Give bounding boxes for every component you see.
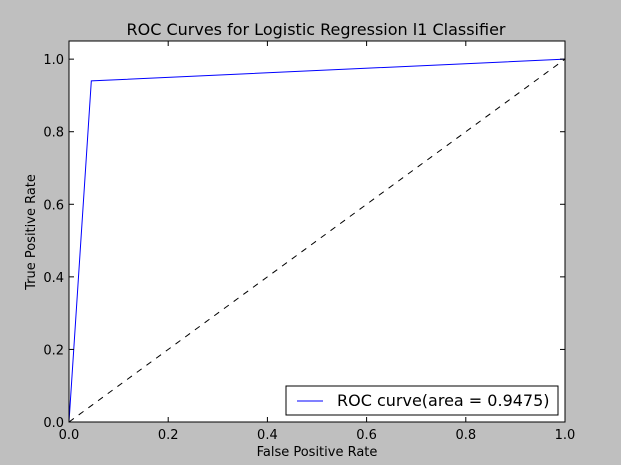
y-axis-title: True Positive Rate (24, 174, 39, 291)
roc-curve-line (68, 58, 566, 423)
y-tick-label: 0.6 (43, 198, 64, 213)
x-tick-label: 0.0 (59, 428, 80, 443)
x-tick-label: 1.0 (555, 428, 576, 443)
legend-box (285, 385, 559, 416)
y-tick-label: 0.2 (43, 343, 64, 358)
x-tick-label: 0.8 (455, 428, 476, 443)
chart-title: ROC Curves for Logistic Regression l1 Cl… (127, 20, 506, 39)
tick-layer: 0.0 0.2 0.4 0.6 0.8 1.0 0.0 0.2 0.4 0.6 0.8 1.0 (43, 41, 575, 443)
series-layer (68, 58, 566, 423)
x-tick-label: 0.6 (356, 428, 377, 443)
x-tick-label: 0.4 (257, 428, 278, 443)
y-tick-label: 0.0 (43, 416, 64, 431)
x-tick-label: 0.2 (158, 428, 179, 443)
plot-area (69, 41, 565, 422)
y-tick-label: 0.8 (43, 126, 64, 141)
plot-frame (68, 40, 566, 423)
y-tick-label: 0.4 (43, 271, 64, 286)
legend: ROC curve(area = 0.9475) (285, 385, 559, 416)
legend-label: ROC curve(area = 0.9475) (337, 391, 550, 410)
x-axis-title: False Positive Rate (257, 445, 378, 460)
y-tick-label: 1.0 (43, 53, 64, 68)
